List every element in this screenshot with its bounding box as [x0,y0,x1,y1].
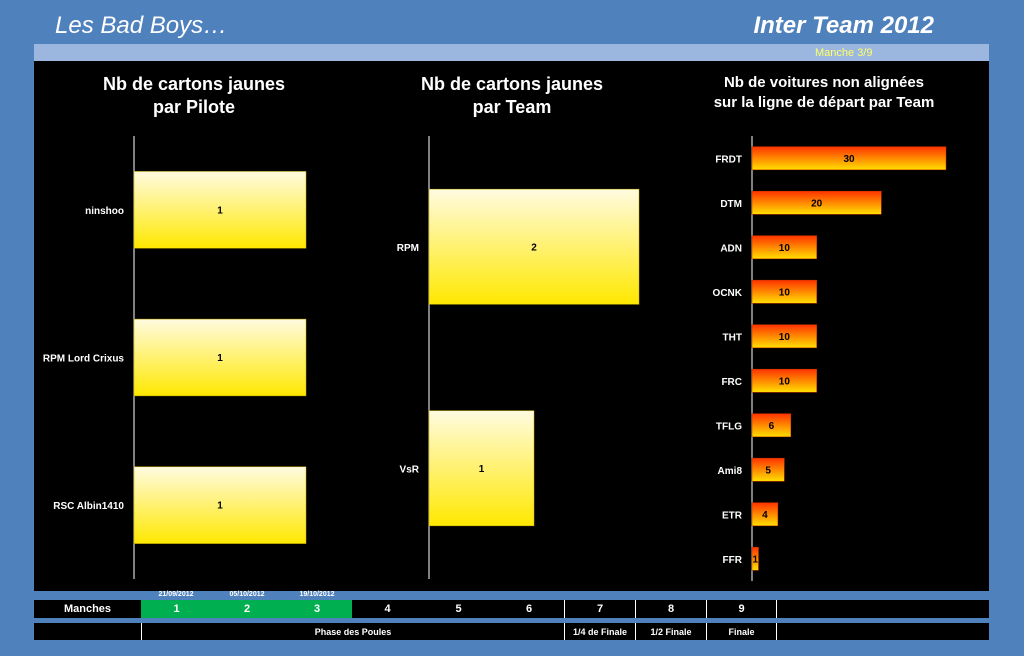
chart3-value-label-5: 10 [779,376,791,387]
chart2-value-label-1: 1 [479,464,485,475]
chart3-svg: FRDT 30 DTM 20 ADN 10 OCNK 10 THT 10 FRC 10 TFLG 6 Ami… [713,136,947,581]
chart1-value-label-1: 1 [217,353,223,364]
sub-header-bar [34,44,989,61]
chart3-bar-3 [751,279,817,304]
chart3-value-label-9: 1 [752,554,758,565]
chart3-value-label-4: 10 [779,332,791,343]
round-7: 7 [564,600,635,618]
chart3-category-label-0: FRDT [715,154,742,165]
chart3-category-label-7: Ami8 [718,466,743,477]
phases-row: Phase des Poules 1/4 de Finale 1/2 Final… [34,623,989,640]
chart3-value-label-1: 20 [811,198,823,209]
chart3-bar-5 [751,368,817,393]
chart3-category-label-1: DTM [720,199,742,210]
phase-semi: 1/2 Finale [635,623,706,640]
chart3-bar-8 [751,502,779,527]
chart1-title: Nb de cartons jaunes par Pilote [64,73,324,120]
chart3-category-label-4: THT [723,332,742,343]
round-2-date: 05/10/2012 [229,591,265,598]
round-1-label: 1 [173,603,180,615]
chart1-category-label-1: RPM Lord Crixus [43,354,125,365]
chart1-svg: ninshoo 1 RPM Lord Crixus 1 RSC Albin1410 1 [43,136,307,579]
chart2-title-line2: par Team [472,97,552,118]
chart1-title-line2: par Pilote [152,97,236,118]
manches-row: Manches 1 21/09/2012 2 05/10/2012 3 19/1… [34,591,989,618]
chart3-bar-6 [751,413,792,438]
chart3-bar-4 [751,324,817,349]
chart1-category-label-0: ninshoo [85,206,124,217]
chart3-value-label-3: 10 [779,287,791,298]
app-title: Les Bad Boys… [55,12,228,39]
chart3-bar-2 [751,235,817,260]
round-9: 9 [706,600,777,618]
manches-label: Manches [63,603,112,615]
phase-quarter: 1/4 de Finale [564,623,635,640]
chart3-value-label-6: 6 [769,421,775,432]
round-5: 5 [455,603,462,615]
chart3-category-label-5: FRC [721,377,742,388]
championship-title: Inter Team 2012 [753,12,934,39]
chart3-value-label-8: 4 [762,510,768,521]
chart3-category-label-2: ADN [720,243,742,254]
chart1-bar-2 [133,466,307,544]
chart2-category-label-1: VsR [400,464,420,475]
chart3-category-label-3: OCNK [713,288,743,299]
round-1: 1 21/09/2012 [141,591,212,618]
chart1-value-label-2: 1 [217,501,223,512]
chart2-bar-0 [428,188,640,305]
chart3-title: Nb de voitures non alignées sur la ligne… [674,73,974,112]
phase-final: Finale [706,623,777,640]
round-1-date: 21/09/2012 [158,591,194,598]
round-2-label: 2 [243,603,251,615]
chart3-bar-9 [751,546,759,571]
chart2-title-line1: Nb de cartons jaunes [420,74,604,94]
chart2-svg: RPM 2 VsR 1 [397,136,640,579]
chart2-bar-1 [428,410,535,527]
round-8: 8 [635,600,706,618]
round-4: 4 [384,603,391,615]
round-3-date: 19/10/2012 [299,591,335,598]
chart3-bar-1 [751,190,882,215]
chart2-title: Nb de cartons jaunes par Team [382,73,642,120]
chart1-value-label-0: 1 [217,205,223,216]
chart1-bar-1 [133,318,307,397]
chart3-category-label-9: FFR [723,555,743,566]
chart3-value-label-0: 30 [843,154,855,165]
chart3-category-label-8: ETR [722,510,743,521]
round-6: 6 [525,603,533,615]
chart3-category-label-6: TFLG [716,421,742,432]
chart1-title-line1: Nb de cartons jaunes [102,74,286,94]
chart2-category-label-0: RPM [397,243,419,254]
chart3-bar-7 [751,457,785,482]
chart2-value-label-0: 2 [531,242,537,253]
current-manche: Manche 3/9 [815,47,873,59]
phase-poules: Phase des Poules [141,623,564,640]
chart3-value-label-7: 5 [765,465,771,476]
round-3-label: 3 [313,603,321,615]
chart1-bar-0 [133,171,307,249]
round-2: 2 05/10/2012 [212,591,282,618]
charts-panel: Nb de cartons jaunes par Pilote ninshoo 1… [34,61,989,591]
chart1-category-label-2: RSC Albin1410 [53,501,124,512]
chart3-bar-0 [751,146,947,171]
chart3-value-label-2: 10 [779,243,791,254]
chart3-title-line2: sur la ligne de départ par Team [713,93,935,111]
round-3: 3 19/10/2012 [282,591,352,618]
chart3-title-line1: Nb de voitures non alignées [723,74,925,91]
